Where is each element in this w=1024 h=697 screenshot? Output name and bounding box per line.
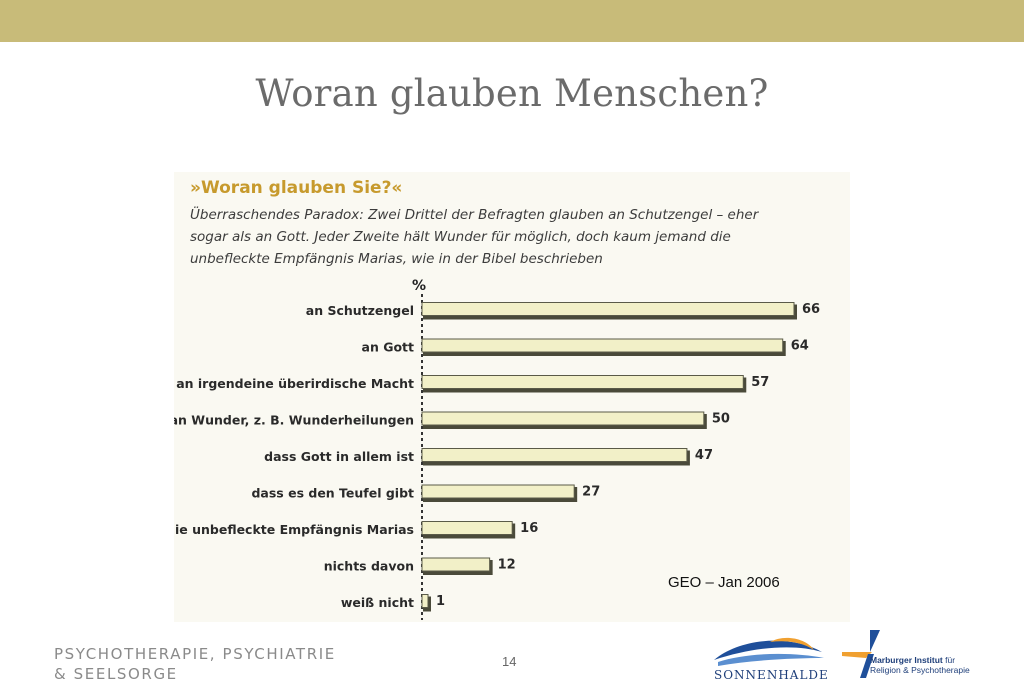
- category-label: dass es den Teufel gibt: [251, 486, 414, 501]
- sonnenhalde-logo-text: SONNENHALDE: [714, 668, 829, 682]
- bar-chart: an Schutzengel 66 an Gott 64 an irgendeine ü…: [174, 294, 820, 620]
- bar: [421, 557, 491, 572]
- footer-line-2: & SEELSORGE: [54, 665, 178, 683]
- value-label: 47: [695, 448, 713, 463]
- value-label: 64: [791, 339, 809, 354]
- value-label: 50: [712, 412, 730, 427]
- category-label: an die unbefleckte Empfängnis Marias: [174, 522, 414, 537]
- value-label: 27: [582, 485, 600, 500]
- bar: [421, 521, 513, 535]
- value-label: 66: [802, 302, 820, 317]
- footer-line-1: PSYCHOTHERAPIE, PSYCHIATRIE: [54, 645, 336, 663]
- value-label: 57: [751, 375, 769, 390]
- bar: [421, 411, 705, 426]
- value-label: 16: [520, 521, 538, 536]
- chart-panel: »Woran glauben Sie?« Überraschendes Para…: [174, 172, 850, 622]
- bar: [421, 302, 795, 316]
- bar: [421, 594, 429, 608]
- category-label: an Wunder, z. B. Wunderheilungen: [174, 413, 414, 428]
- bar: [421, 375, 744, 389]
- marburger-institut-logo-icon: [842, 630, 880, 678]
- category-label: dass Gott in allem ist: [264, 449, 414, 464]
- footer-organization: PSYCHOTHERAPIE, PSYCHIATRIE & SEELSORGE: [54, 644, 336, 684]
- chart-subtitle: Überraschendes Paradox: Zwei Drittel der…: [190, 207, 759, 267]
- marburger-institut-logo-text: Marburger Institut für Religion & Psycho…: [870, 655, 970, 675]
- axis-unit-label: %: [412, 278, 427, 294]
- category-label: an Schutzengel: [306, 303, 414, 318]
- bar: [421, 338, 784, 353]
- value-label: 1: [436, 594, 445, 609]
- bar: [421, 484, 575, 499]
- category-label: nichts davon: [324, 559, 414, 574]
- category-label: an irgendeine überirdische Macht: [176, 376, 414, 391]
- bar: [421, 448, 688, 462]
- top-accent-bar: [0, 0, 1024, 42]
- marburger-logo-subtitle: Religion & Psychotherapie: [870, 665, 970, 675]
- page-number: 14: [502, 654, 517, 669]
- sonnenhalde-logo-icon: [714, 637, 824, 666]
- value-label: 12: [498, 558, 516, 573]
- slide-title: Woran glauben Menschen?: [255, 72, 769, 115]
- category-label: weiß nicht: [341, 595, 414, 610]
- marburger-logo-fuer: für: [945, 655, 956, 665]
- source-note: GEO – Jan 2006: [668, 574, 780, 591]
- marburger-logo-name: Marburger Institut: [870, 655, 943, 665]
- category-label: an Gott: [362, 340, 415, 355]
- chart-title: »Woran glauben Sie?«: [190, 178, 403, 198]
